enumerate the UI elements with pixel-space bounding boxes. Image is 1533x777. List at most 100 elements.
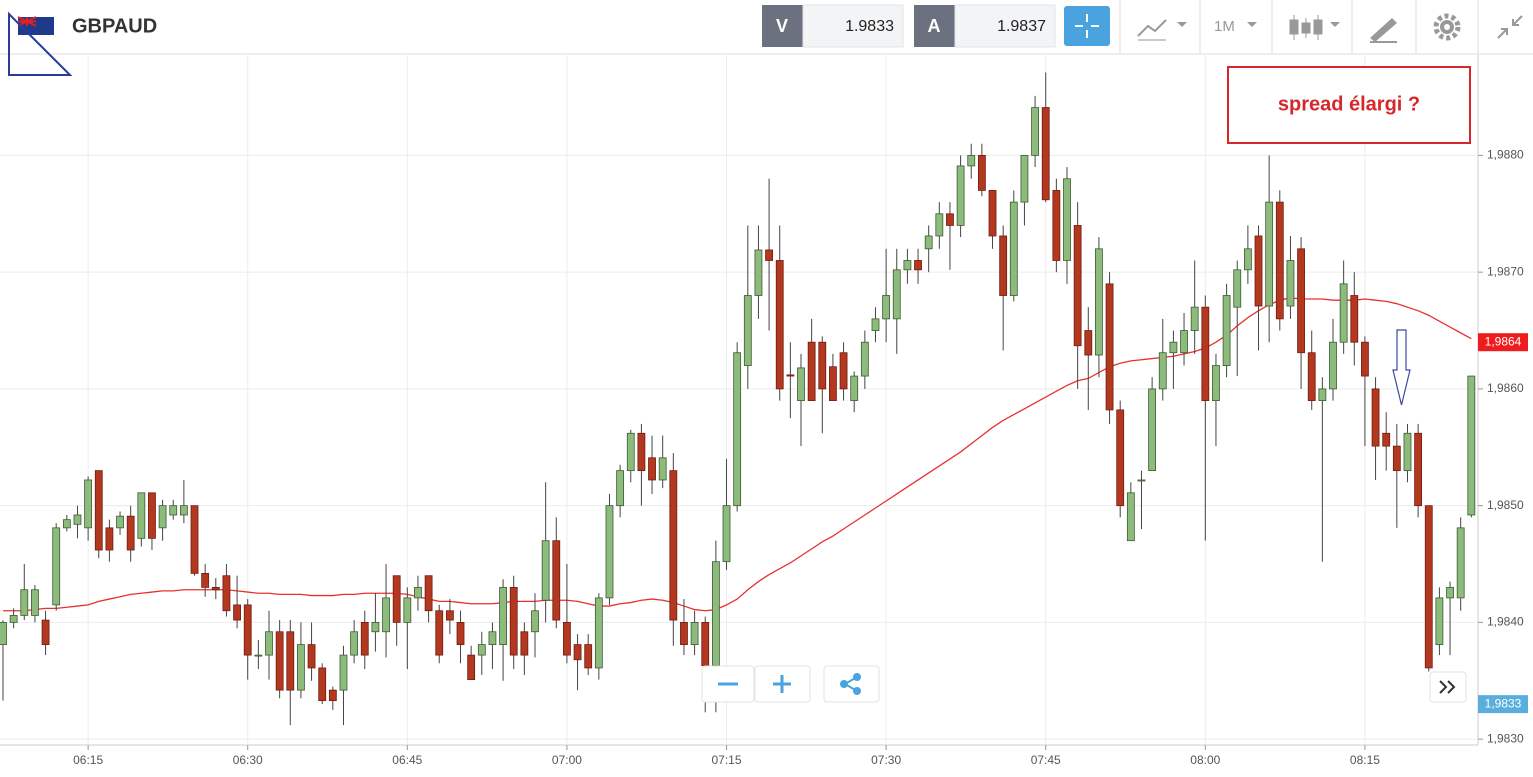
candle-body (722, 505, 731, 563)
candle-body (541, 540, 550, 601)
candle-body (988, 190, 997, 237)
buy-button[interactable]: A 1.9837 (914, 4, 1056, 48)
candle-body (1180, 330, 1188, 354)
candle-body (1233, 269, 1242, 308)
candle-body (775, 260, 784, 390)
x-tick-label: 07:45 (1031, 753, 1061, 767)
buy-label: A (928, 16, 941, 36)
candle-body (116, 515, 124, 529)
candles (0, 72, 1476, 726)
scroll-end-button[interactable] (1429, 671, 1467, 703)
candle-body (1286, 260, 1295, 307)
axes: 1,9830 1,9840 1,9850 1,9860 1,9870 1,9880 06:1… (73, 148, 1528, 767)
candle-body (158, 505, 167, 529)
candle-body (297, 644, 305, 691)
candle-body (339, 654, 348, 691)
candle-body (1392, 445, 1401, 472)
candle-body (829, 366, 837, 401)
candle-body (850, 375, 859, 401)
x-tick-label: 07:00 (552, 753, 582, 767)
sell-label: V (776, 16, 788, 36)
candle-style-button[interactable] (1289, 15, 1340, 40)
candle-body (1339, 283, 1348, 343)
candle-body (637, 432, 646, 472)
candle-body (1126, 492, 1135, 542)
y-tick-label: 1,9870 (1487, 264, 1524, 278)
y-tick-label: 1,9880 (1487, 148, 1524, 162)
candle-body (0, 622, 7, 645)
candle-body (190, 505, 199, 574)
candle-body (946, 213, 954, 226)
x-tick-label: 06:30 (233, 753, 263, 767)
buy-price: 1.9837 (997, 18, 1046, 35)
candle-body (914, 260, 922, 271)
x-tick-label: 07:30 (871, 753, 901, 767)
candle-body (1073, 225, 1082, 347)
candle-body (105, 527, 114, 551)
candle-body (807, 341, 816, 401)
candle-body (935, 213, 944, 237)
candle-body (1212, 365, 1220, 401)
candle-body (1095, 248, 1103, 356)
chart-type-button[interactable] (1137, 19, 1187, 41)
candle-body (1435, 597, 1444, 645)
candle-body (669, 470, 678, 621)
candle-body (9, 615, 18, 623)
candle-body (435, 610, 444, 656)
candle-body (786, 374, 795, 377)
candle-body (94, 470, 103, 551)
candle-body (754, 249, 763, 296)
header-separators (1119, 0, 1479, 54)
candle-body (31, 589, 39, 616)
candle-body (765, 249, 773, 261)
candle-body (680, 622, 688, 645)
candle-body (626, 432, 635, 472)
candle-body (52, 527, 61, 606)
candle-body (307, 644, 316, 669)
candle-body (137, 492, 146, 539)
candle-body (1361, 341, 1369, 377)
collapse-button[interactable] (1497, 15, 1523, 39)
candle-body (584, 644, 593, 669)
candle-body (179, 505, 188, 516)
candle-body (445, 610, 454, 621)
crosshair-button[interactable] (1064, 6, 1110, 46)
candle-body (328, 689, 337, 702)
candle-body (1382, 432, 1391, 447)
candle-body (967, 155, 976, 167)
price-marker (1478, 333, 1528, 352)
candle-body (20, 589, 29, 616)
symbol-name: GBPAUD (72, 15, 157, 37)
candle-body (594, 597, 603, 669)
candle-body (1297, 248, 1305, 354)
timeframe-button[interactable]: 1M (1214, 18, 1257, 35)
candle-body (648, 457, 656, 481)
annotation-arrow (1392, 329, 1411, 406)
candle-body (1456, 527, 1465, 599)
candle-body (1403, 432, 1412, 472)
candle-body (956, 165, 965, 226)
drawing-tool-button[interactable] (1370, 18, 1397, 43)
candle-body (1414, 432, 1423, 507)
sell-button[interactable]: V 1.9833 (762, 4, 904, 48)
candle-body (275, 631, 284, 691)
symbol-flag (8, 11, 73, 76)
candle-body (148, 492, 156, 539)
candle-body (605, 505, 614, 599)
candle-body (1243, 248, 1252, 271)
settings-button[interactable] (1433, 13, 1461, 41)
candle-body (1190, 306, 1199, 331)
candle-body (1371, 388, 1380, 447)
y-tick-label: 1,9830 (1487, 731, 1524, 745)
x-tick-label: 07:15 (712, 753, 742, 767)
zoom-in-button[interactable] (754, 665, 811, 703)
share-button[interactable] (823, 665, 880, 703)
y-tick-label: 1,9840 (1487, 615, 1524, 629)
candle-body (1041, 107, 1050, 201)
candle-body (265, 631, 273, 656)
candle-body (701, 622, 710, 667)
zoom-out-button[interactable] (701, 665, 755, 703)
candle-body (1254, 235, 1263, 307)
candle-body (201, 572, 210, 588)
